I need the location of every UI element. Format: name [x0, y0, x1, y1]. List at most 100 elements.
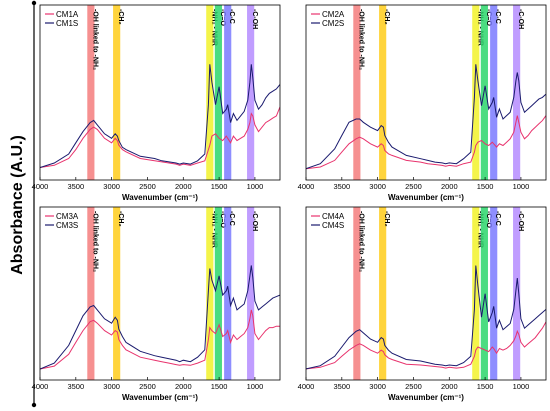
band-6 — [247, 5, 255, 180]
band-label-5: -C-C — [228, 9, 235, 24]
panel-4: -OH linked to -NH₂ -CH₂ -NH₂ - NHR -C=O -C-C… — [298, 206, 547, 402]
series-line-CM2A — [306, 115, 546, 170]
x-tick-label: 2500 — [405, 382, 422, 391]
x-tick-label: 3000 — [369, 382, 386, 391]
x-tick-label: 1000 — [513, 182, 530, 191]
x-tick-label: 1500 — [477, 182, 494, 191]
x-tick-label: 3000 — [103, 382, 120, 391]
series-line-CM1A — [40, 106, 280, 168]
x-tick-label: 2000 — [175, 182, 192, 191]
band-label-3: -NH₂ - NHR — [210, 9, 217, 46]
band-2 — [113, 5, 121, 180]
x-tick-label: 3500 — [333, 182, 350, 191]
band-2 — [113, 207, 121, 380]
band-label-5: -C-C — [494, 211, 501, 226]
x-tick-label: 1000 — [513, 382, 530, 391]
series-line-CM2S — [306, 64, 546, 170]
x-tick-label: 2000 — [175, 382, 192, 391]
x-axis-label: Wavenumber (cm⁻¹) — [122, 393, 198, 402]
band-3 — [206, 5, 214, 180]
band-5 — [490, 207, 498, 380]
band-5 — [224, 5, 232, 180]
legend-label-CM4S: CM4S — [322, 221, 344, 230]
legend-label-CM1A: CM1A — [56, 10, 79, 19]
band-label-6: -C-OH — [517, 211, 524, 231]
band-label-4: -C=O — [485, 9, 492, 26]
band-1 — [353, 5, 361, 180]
series-line-CM3A — [40, 309, 280, 370]
band-1 — [87, 207, 95, 380]
plot-frame — [305, 206, 547, 381]
global-y-axis-label: Absorbance (A.U.) — [9, 135, 26, 275]
x-tick-label: 4000 — [298, 182, 315, 191]
legend-label-CM1S: CM1S — [56, 19, 78, 28]
x-tick-label: 2500 — [139, 182, 156, 191]
band-label-6: -C-OH — [251, 9, 258, 29]
legend-label-CM3S: CM3S — [56, 221, 78, 230]
band-label-2: -CH₂ — [383, 9, 390, 25]
band-6 — [513, 207, 521, 380]
x-tick-label: 3500 — [67, 182, 84, 191]
band-3 — [472, 5, 480, 180]
x-tick-label: 4000 — [298, 382, 315, 391]
band-label-6: -C-OH — [517, 9, 524, 29]
band-label-2: -CH₂ — [117, 9, 124, 25]
plot-frame — [39, 206, 281, 381]
plot-frame — [305, 4, 547, 181]
x-axis-label: Wavenumber (cm⁻¹) — [388, 393, 464, 402]
x-tick-label: 2500 — [405, 182, 422, 191]
x-tick-label: 3500 — [67, 382, 84, 391]
series-line-CM1S — [40, 64, 280, 168]
x-tick-label: 4000 — [32, 182, 49, 191]
series-line-CM4A — [306, 321, 546, 370]
band-label-3: -NH₂ - NHR — [476, 9, 483, 46]
band-label-1: -OH linked to -NH₂ — [357, 9, 364, 70]
panel-3: -OH linked to -NH₂ -CH₂ -NH₂ - NHR -C=O -C-C… — [32, 206, 281, 402]
band-4 — [214, 207, 222, 380]
x-tick-label: 1500 — [477, 382, 494, 391]
x-tick-label: 1000 — [247, 382, 264, 391]
x-tick-label: 4000 — [32, 382, 49, 391]
x-tick-label: 1000 — [247, 182, 264, 191]
global-y-axis-top-dot — [31, 0, 37, 6]
band-4 — [480, 207, 488, 380]
legend-label-CM3A: CM3A — [56, 212, 79, 221]
band-label-3: -NH₂ - NHR — [476, 211, 483, 248]
x-tick-label: 1500 — [211, 182, 228, 191]
x-tick-label: 2000 — [441, 382, 458, 391]
x-tick-label: 3000 — [103, 182, 120, 191]
band-1 — [353, 207, 361, 380]
global-y-axis-bottom-dot — [31, 402, 37, 408]
band-label-6: -C-OH — [251, 211, 258, 231]
band-label-3: -NH₂ - NHR — [210, 211, 217, 248]
band-3 — [472, 207, 480, 380]
x-tick-label: 2000 — [441, 182, 458, 191]
x-axis-label: Wavenumber (cm⁻¹) — [122, 193, 198, 202]
band-label-2: -CH₂ — [117, 211, 124, 227]
band-3 — [206, 207, 214, 380]
band-label-5: -C-C — [494, 9, 501, 24]
series-line-CM3S — [40, 265, 280, 370]
band-label-4: -C=O — [485, 211, 492, 228]
band-label-1: -OH linked to -NH₂ — [357, 211, 364, 272]
series-line-CM4S — [306, 265, 546, 370]
band-label-1: -OH linked to -NH₂ — [91, 9, 98, 70]
x-tick-label: 1500 — [211, 382, 228, 391]
x-tick-label: 2500 — [139, 382, 156, 391]
band-2 — [379, 207, 387, 380]
x-axis-label: Wavenumber (cm⁻¹) — [388, 193, 464, 202]
legend-label-CM4A: CM4A — [322, 212, 345, 221]
band-label-5: -C-C — [228, 211, 235, 226]
band-label-4: -C=O — [219, 211, 226, 228]
x-tick-label: 3500 — [333, 382, 350, 391]
plot-frame — [39, 4, 281, 181]
panel-2: -OH linked to -NH₂ -CH₂ -NH₂ - NHR -C=O -C-C… — [298, 4, 547, 202]
band-label-2: -CH₂ — [383, 211, 390, 227]
band-label-4: -C=O — [219, 9, 226, 26]
band-5 — [224, 207, 232, 380]
